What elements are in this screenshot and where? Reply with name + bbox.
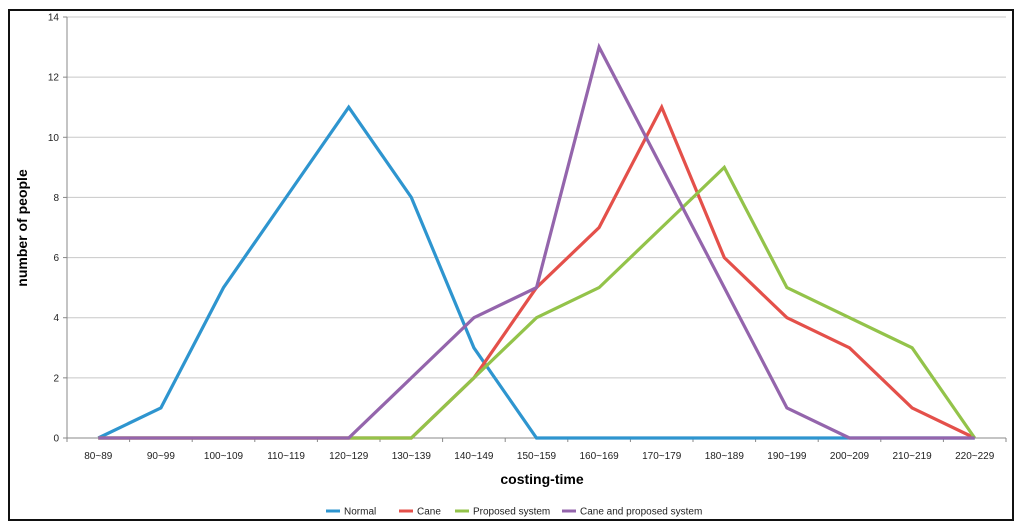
- x-tick-label: 200~209: [830, 451, 870, 462]
- x-tick-label: 170~179: [642, 451, 682, 462]
- x-axis-title: costing-time: [500, 471, 583, 487]
- legend-label: Proposed system: [473, 507, 550, 518]
- legend-item: Cane: [399, 507, 441, 518]
- y-tick-label: 8: [53, 193, 59, 204]
- legend-label: Cane: [417, 507, 441, 518]
- y-axis-title: number of people: [14, 169, 30, 287]
- y-tick-label: 6: [53, 253, 59, 264]
- x-tick-label: 130~139: [392, 451, 432, 462]
- x-tick-label: 100~109: [204, 451, 244, 462]
- series-lines: [97, 42, 977, 440]
- y-tick-label: 4: [53, 313, 59, 324]
- legend-item: Proposed system: [455, 507, 550, 518]
- series-line-cane: [98, 103, 976, 440]
- series-line-normal: [97, 104, 975, 440]
- y-tick-label: 0: [53, 434, 59, 445]
- y-tick-label: 2: [53, 373, 59, 384]
- x-tick-label: 220~229: [955, 451, 995, 462]
- x-tick-label: 90~99: [147, 451, 176, 462]
- x-tick-label: 190~199: [767, 451, 807, 462]
- x-tick-label: 110~119: [267, 451, 305, 462]
- x-tick-label: 80~89: [84, 451, 113, 462]
- y-tick-label: 14: [48, 13, 60, 24]
- series-line-proposed-system: [98, 164, 977, 440]
- x-tick-label: 180~189: [705, 451, 745, 462]
- x-tick-label: 120~129: [329, 451, 369, 462]
- legend: Normal Cane Proposed system Cane and propos…: [326, 507, 702, 518]
- legend-label: Cane and proposed system: [580, 507, 702, 518]
- x-tick-labels: 80~89 90~99 100~109 110~119 120~129 130~139 14…: [84, 451, 994, 462]
- x-tick-label: 150~159: [517, 451, 557, 462]
- y-tick-label: 12: [48, 73, 60, 84]
- y-tick-label: 10: [48, 133, 60, 144]
- x-tick-label: 210~219: [892, 451, 932, 462]
- legend-item: Normal: [326, 507, 376, 518]
- grid-lines: [63, 16, 1006, 439]
- legend-label: Normal: [344, 507, 376, 518]
- x-tick-label: 140~149: [454, 451, 494, 462]
- legend-item: Cane and proposed system: [562, 507, 702, 518]
- x-tick-label: 160~169: [579, 451, 619, 462]
- y-tick-labels: 0 2 4 6 8 10 12 14: [48, 13, 60, 445]
- series-line-cane-and-proposed-system: [98, 42, 975, 440]
